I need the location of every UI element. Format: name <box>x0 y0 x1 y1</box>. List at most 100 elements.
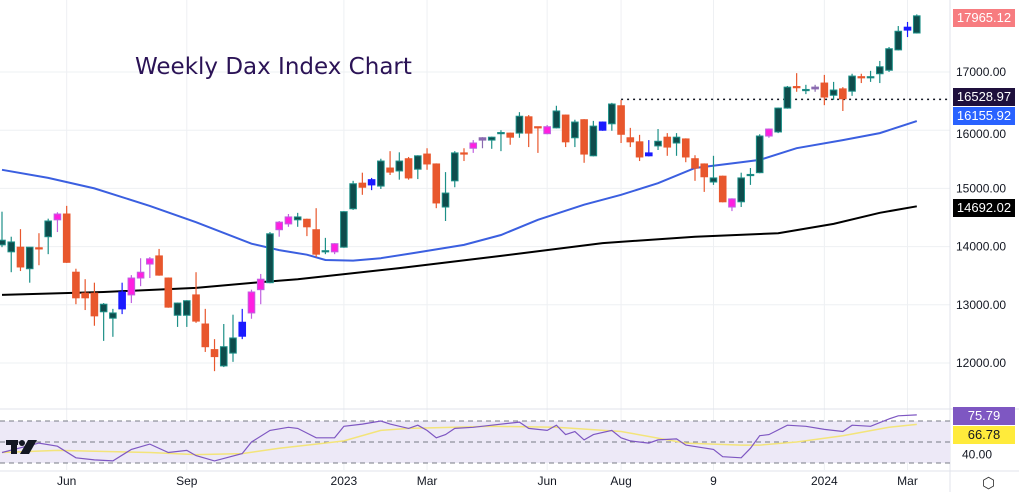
candle-body <box>876 66 884 75</box>
candle-body <box>598 121 607 131</box>
candle <box>16 229 25 272</box>
candle <box>423 148 431 170</box>
candle <box>25 246 34 283</box>
candle <box>146 257 154 279</box>
candle <box>487 136 496 149</box>
candle-body <box>635 141 644 158</box>
candle-body <box>81 292 89 299</box>
candle-body <box>700 163 709 178</box>
candle <box>201 308 210 352</box>
candle <box>626 127 635 148</box>
candle-body <box>367 179 376 186</box>
candle-body <box>35 247 43 250</box>
candle <box>728 198 736 212</box>
candle-body <box>885 48 893 71</box>
candle <box>737 172 746 208</box>
price-axis-label: 17000.00 <box>956 65 1006 79</box>
time-axis-label: 2024 <box>811 474 838 488</box>
candle <box>635 134 644 162</box>
candle-body <box>229 337 237 354</box>
candle-body <box>783 86 792 109</box>
candle-body <box>903 26 912 31</box>
candle <box>127 275 136 304</box>
candle <box>552 105 561 129</box>
candle <box>386 151 394 176</box>
candle <box>219 324 228 368</box>
candle <box>155 248 163 276</box>
candle-body <box>386 167 394 173</box>
candle-body <box>728 198 736 208</box>
candle <box>164 277 173 308</box>
candle <box>608 102 616 131</box>
candle <box>663 133 672 156</box>
last-price-badge: 17965.12 <box>953 9 1015 27</box>
candle <box>35 233 43 266</box>
candle-body <box>7 241 16 253</box>
candle <box>404 156 413 180</box>
candle-body <box>118 291 126 310</box>
candle <box>62 205 71 263</box>
rsi-line <box>1 414 917 462</box>
candle-body <box>718 175 727 203</box>
candle-body <box>829 89 838 96</box>
candle <box>645 140 653 157</box>
candle-body <box>423 153 431 165</box>
candle-body <box>645 152 653 157</box>
candle <box>617 99 625 144</box>
candle-body <box>414 155 422 170</box>
candle-body <box>820 82 829 98</box>
candle-body <box>506 132 514 138</box>
settings-icon[interactable]: ⬡ <box>982 475 996 492</box>
candle <box>543 124 551 135</box>
candle <box>894 26 903 51</box>
candle-body <box>672 136 681 144</box>
candle <box>478 137 487 149</box>
candle-body <box>608 103 616 125</box>
candle-body <box>589 125 598 157</box>
sma-fast-badge: 16155.92 <box>953 107 1015 125</box>
candle-body <box>146 258 154 265</box>
candle-body <box>358 182 367 188</box>
candle <box>802 84 810 95</box>
candle-body <box>450 152 459 182</box>
candle-body <box>183 300 191 316</box>
candle-body <box>866 76 875 79</box>
candle-body <box>164 277 173 308</box>
candle-body <box>210 349 219 358</box>
candle <box>709 155 718 185</box>
candle <box>774 107 782 134</box>
candle-body <box>469 142 478 149</box>
candle <box>53 212 62 233</box>
candle <box>765 128 773 138</box>
candle <box>561 114 570 148</box>
rsi-ma-badge: 66.78 <box>953 426 1015 444</box>
candle <box>377 158 385 189</box>
candle <box>580 119 588 163</box>
candle-body <box>709 177 718 183</box>
candle <box>681 138 690 163</box>
time-axis-label: Jun <box>56 474 77 488</box>
candle-body <box>441 192 450 208</box>
candle-body <box>802 88 810 92</box>
candle-body <box>275 221 283 231</box>
price-axis-label: 12000.00 <box>956 356 1006 370</box>
tradingview-logo[interactable] <box>6 436 40 463</box>
candle-body <box>617 105 625 135</box>
candle <box>571 119 579 148</box>
candle <box>903 21 912 38</box>
time-axis-label: Sep <box>176 474 198 488</box>
candle <box>256 273 265 305</box>
candle-body <box>90 292 99 317</box>
candle <box>755 134 764 174</box>
candle <box>293 212 302 227</box>
candle-body <box>737 177 746 203</box>
candle-body <box>109 312 117 319</box>
candle <box>395 152 404 180</box>
candle <box>469 140 478 153</box>
candle <box>358 172 367 195</box>
resistance-level-badge: 16528.97 <box>953 88 1015 106</box>
candle <box>183 300 191 327</box>
candle-body <box>136 271 145 279</box>
candle <box>367 177 376 191</box>
